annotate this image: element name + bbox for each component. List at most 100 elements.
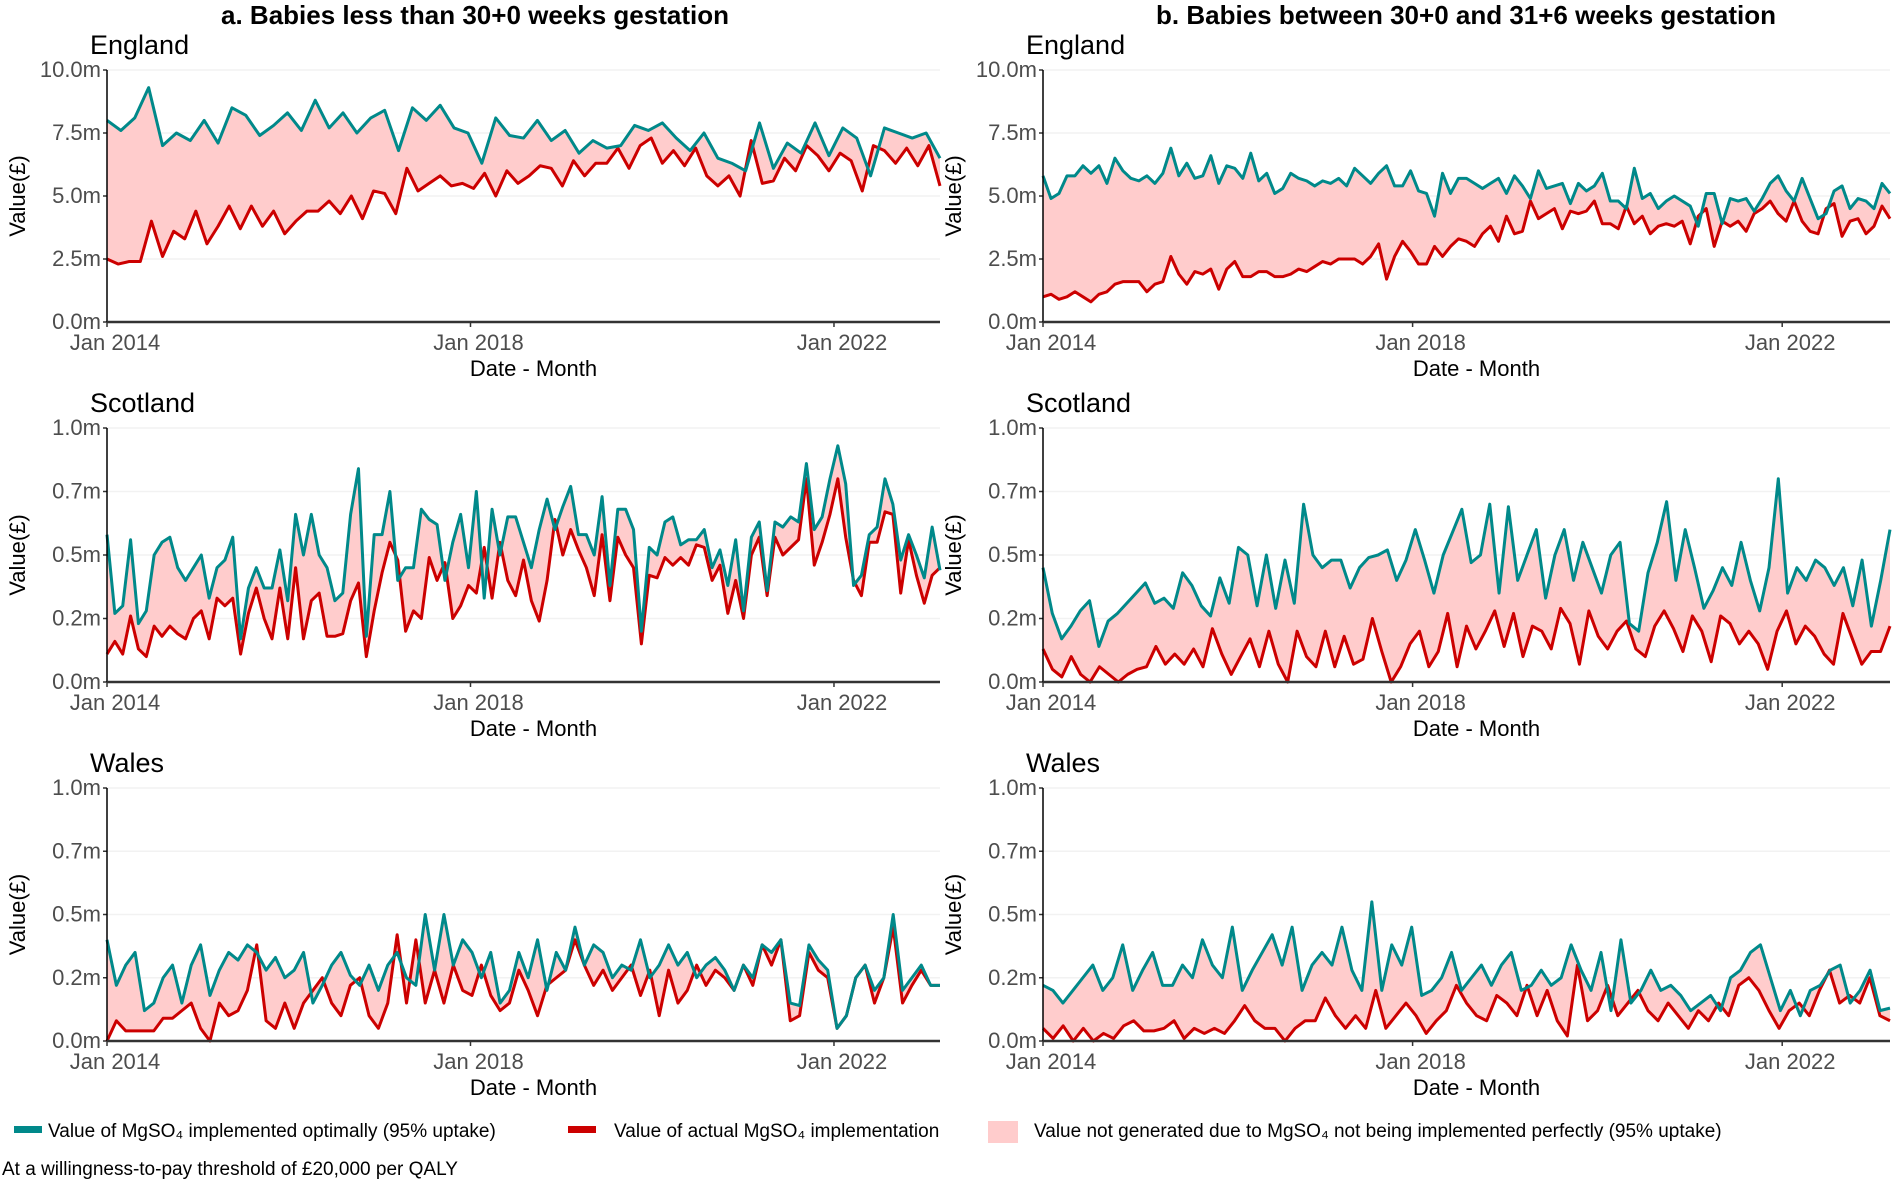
y-axis-title: Value(£) <box>5 874 30 956</box>
y-tick-label: 0.0m <box>988 1028 1037 1053</box>
y-tick-label: 10.0m <box>40 57 101 82</box>
x-tick-label: Jan 2022 <box>1745 330 1836 355</box>
actual-series-line <box>1041 963 1891 1043</box>
x-axis-title: Date - Month <box>470 1075 597 1100</box>
actual-series-line <box>1042 199 1892 304</box>
y-tick-label: 0.7m <box>988 838 1037 863</box>
x-axis-title: Date - Month <box>470 716 597 741</box>
y-tick-label: 7.5m <box>988 120 1037 145</box>
gap-area <box>107 87 940 265</box>
optimal-series-line <box>106 86 942 178</box>
x-tick-label: Jan 2018 <box>1375 1049 1466 1074</box>
y-tick-label: 0.2m <box>52 606 101 631</box>
optimal-series-line <box>105 913 940 1030</box>
optimal-series-line <box>1041 477 1892 648</box>
y-tick-label: 0.2m <box>52 965 101 990</box>
x-axis-title: Date - Month <box>1413 356 1540 381</box>
y-tick-label: 5.0m <box>988 183 1037 208</box>
y-axis-title: Value(£) <box>941 155 966 237</box>
y-tick-label: 2.5m <box>52 246 101 271</box>
optimal-series-line <box>1042 900 1891 1018</box>
y-tick-label: 1.0m <box>52 415 101 440</box>
panel-a-scotland: Scotland 0.0m 0.2m 0.5m 0.7m 1.0m Jan 2014 Jan … <box>5 388 942 741</box>
optimal-series-line <box>105 444 942 641</box>
legend-actual-label: Value of actual MgSO₄ implementation <box>614 1121 939 1142</box>
region-label: Wales <box>1026 748 1100 778</box>
x-tick-label: Jan 2022 <box>797 1049 888 1074</box>
legend-gap-label: Value not generated due to MgSO₄ not bei… <box>1034 1121 1722 1142</box>
region-label: Wales <box>90 748 164 778</box>
legend-optimal-label: Value of MgSO₄ implemented optimally (95… <box>48 1121 496 1142</box>
region-label: England <box>90 30 189 60</box>
y-tick-label: 0.5m <box>52 902 101 927</box>
x-tick-label: Jan 2014 <box>1006 330 1097 355</box>
x-tick-label: Jan 2018 <box>1375 690 1466 715</box>
legend-gap-swatch <box>988 1121 1018 1143</box>
x-tick-label: Jan 2014 <box>1006 690 1097 715</box>
gap-area <box>1043 901 1890 1041</box>
x-axis-title: Date - Month <box>1413 1075 1540 1100</box>
gap-area <box>107 445 940 657</box>
y-tick-label: 1.0m <box>988 415 1037 440</box>
panel-b-england: England 0.0m 2.5m 5.0m 7.5m 10.0m Jan 2014 Jan … <box>941 30 1892 381</box>
y-tick-label: 0.0m <box>52 1028 101 1053</box>
x-tick-label: Jan 2014 <box>1006 1049 1097 1074</box>
region-label: England <box>1026 30 1125 60</box>
x-tick-label: Jan 2018 <box>1375 330 1466 355</box>
x-axis-title: Date - Month <box>470 356 597 381</box>
panel-a-wales: Wales 0.0m 0.2m 0.5m 0.7m 1.0m Jan 2014 Jan 201… <box>5 748 940 1100</box>
actual-series-line <box>105 477 942 659</box>
optimal-series-line <box>1041 146 1892 228</box>
y-tick-label: 0.0m <box>52 309 101 334</box>
x-tick-label: Jan 2022 <box>1745 690 1836 715</box>
y-tick-label: 0.2m <box>988 606 1037 631</box>
y-tick-label: 0.0m <box>52 669 101 694</box>
y-tick-label: 5.0m <box>52 183 101 208</box>
panel-a-title: a. Babies less than 30+0 weeks gestation <box>221 0 729 30</box>
y-axis-title: Value(£) <box>941 874 966 956</box>
y-tick-label: 0.0m <box>988 309 1037 334</box>
y-tick-label: 7.5m <box>52 120 101 145</box>
region-label: Scotland <box>1026 388 1131 418</box>
panel-b-scotland: Scotland 0.0m 0.2m 0.5m 0.7m 1.0m Jan 2014 Jan … <box>941 388 1892 741</box>
panel-b-wales: Wales 0.0m 0.2m 0.5m 0.7m 1.0m Jan 2014 Jan 201… <box>941 748 1891 1100</box>
actual-series-line <box>1041 606 1892 684</box>
y-tick-label: 0.5m <box>988 902 1037 927</box>
x-axis-title: Date - Month <box>1413 716 1540 741</box>
x-tick-label: Jan 2018 <box>433 330 524 355</box>
y-tick-label: 0.7m <box>52 838 101 863</box>
actual-series-line <box>106 136 942 266</box>
y-tick-label: 0.7m <box>52 479 101 504</box>
x-tick-label: Jan 2022 <box>797 330 888 355</box>
y-tick-label: 0.2m <box>988 965 1037 990</box>
x-tick-label: Jan 2018 <box>433 690 524 715</box>
panels: England 0.0m 2.5m 5.0m 7.5m 10.0m Jan 2014 Jan … <box>5 30 1892 1100</box>
y-tick-label: 1.0m <box>988 775 1037 800</box>
y-tick-label: 1.0m <box>52 775 101 800</box>
x-tick-label: Jan 2022 <box>797 690 888 715</box>
legend-optimal-swatch <box>14 1126 42 1133</box>
y-tick-label: 10.0m <box>976 57 1037 82</box>
gap-area <box>1043 478 1890 682</box>
panel-b-title: b. Babies between 30+0 and 31+6 weeks ge… <box>1156 0 1776 30</box>
y-tick-label: 0.5m <box>52 542 101 567</box>
y-tick-label: 0.0m <box>988 669 1037 694</box>
wtp-note: At a willingness-to-pay threshold of £20… <box>2 1159 458 1180</box>
y-axis-title: Value(£) <box>941 514 966 596</box>
y-axis-title: Value(£) <box>5 155 30 237</box>
x-tick-label: Jan 2014 <box>70 330 161 355</box>
x-tick-label: Jan 2014 <box>70 1049 161 1074</box>
y-tick-label: 2.5m <box>988 246 1037 271</box>
y-tick-label: 0.7m <box>988 479 1037 504</box>
region-label: Scotland <box>90 388 195 418</box>
x-tick-label: Jan 2018 <box>433 1049 524 1074</box>
panel-a-england: England 0.0m 2.5m 5.0m 7.5m 10.0m Jan 2014 Jan … <box>5 30 942 381</box>
y-axis-title: Value(£) <box>5 514 30 596</box>
legend-actual-swatch <box>568 1126 596 1133</box>
y-tick-label: 0.5m <box>988 542 1037 567</box>
legend: Value of MgSO₄ implemented optimally (95… <box>14 1121 1722 1143</box>
x-tick-label: Jan 2022 <box>1745 1049 1836 1074</box>
x-tick-label: Jan 2014 <box>70 690 161 715</box>
gap-area <box>1043 148 1890 302</box>
